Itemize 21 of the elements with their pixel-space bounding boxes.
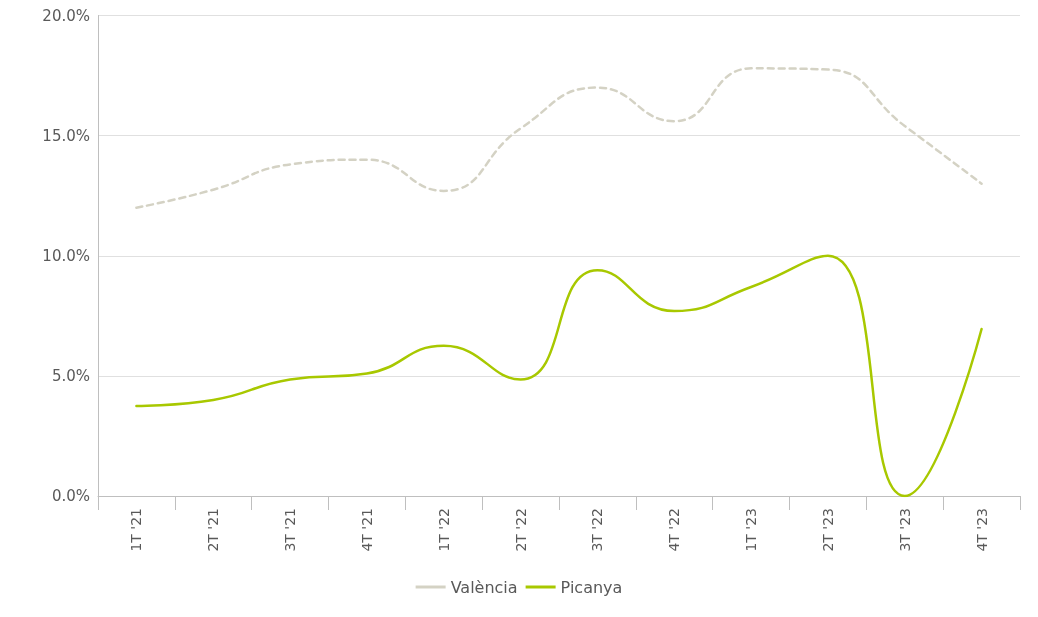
x-tick-label: 1T '21 xyxy=(128,508,145,552)
legend-label: Picanya xyxy=(560,577,623,597)
x-tick-label: 2T '21 xyxy=(205,508,222,552)
x-tick-label: 3T '22 xyxy=(589,508,606,552)
x-tick-label: 1T '23 xyxy=(743,508,760,552)
x-tick-label: 2T '23 xyxy=(819,508,836,552)
x-tick-label: 4T '23 xyxy=(973,508,990,552)
x-tick-label: 3T '21 xyxy=(282,508,299,552)
x-tick-label: 4T '22 xyxy=(666,508,683,552)
y-tick-label: 10.0% xyxy=(42,246,90,265)
legend-label: València xyxy=(450,577,518,597)
y-tick-label: 5.0% xyxy=(51,366,90,385)
line-series xyxy=(135,67,983,209)
x-tick-label: 3T '23 xyxy=(896,508,913,552)
y-tick-label: 20.0% xyxy=(42,6,90,25)
y-tick-label: 15.0% xyxy=(42,126,90,145)
x-tick-label: 4T '21 xyxy=(358,508,375,552)
x-tick-label: 2T '22 xyxy=(512,508,529,552)
x-tick-label: 1T '22 xyxy=(435,508,452,552)
y-tick-label: 0.0% xyxy=(51,487,90,505)
line-series xyxy=(135,254,983,498)
